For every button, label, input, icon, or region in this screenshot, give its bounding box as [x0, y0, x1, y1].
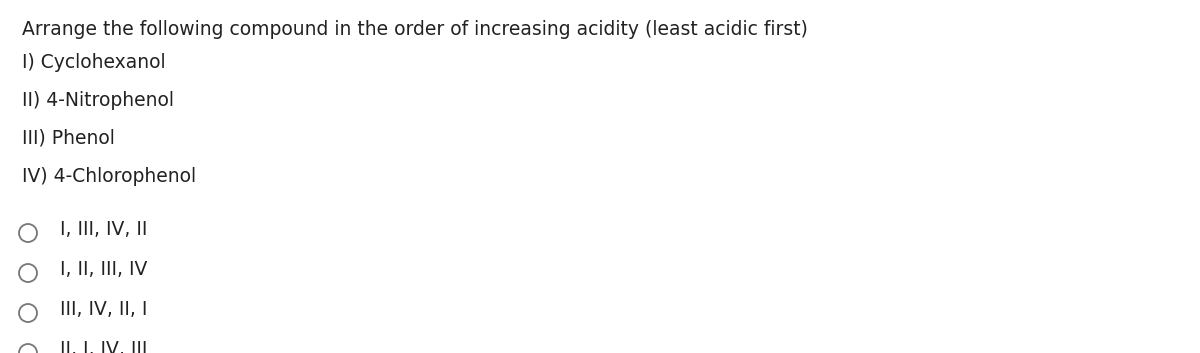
Text: III) Phenol: III) Phenol [22, 129, 115, 148]
Text: III, IV, II, I: III, IV, II, I [60, 300, 148, 319]
Text: II) 4-Nitrophenol: II) 4-Nitrophenol [22, 91, 174, 110]
Text: IV) 4-Chlorophenol: IV) 4-Chlorophenol [22, 167, 196, 186]
Text: Arrange the following compound in the order of increasing acidity (least acidic : Arrange the following compound in the or… [22, 20, 808, 39]
Text: I, III, IV, II: I, III, IV, II [60, 220, 148, 239]
Text: II, I, IV, III: II, I, IV, III [60, 340, 148, 353]
Text: I, II, III, IV: I, II, III, IV [60, 260, 148, 279]
Text: I) Cyclohexanol: I) Cyclohexanol [22, 53, 166, 72]
